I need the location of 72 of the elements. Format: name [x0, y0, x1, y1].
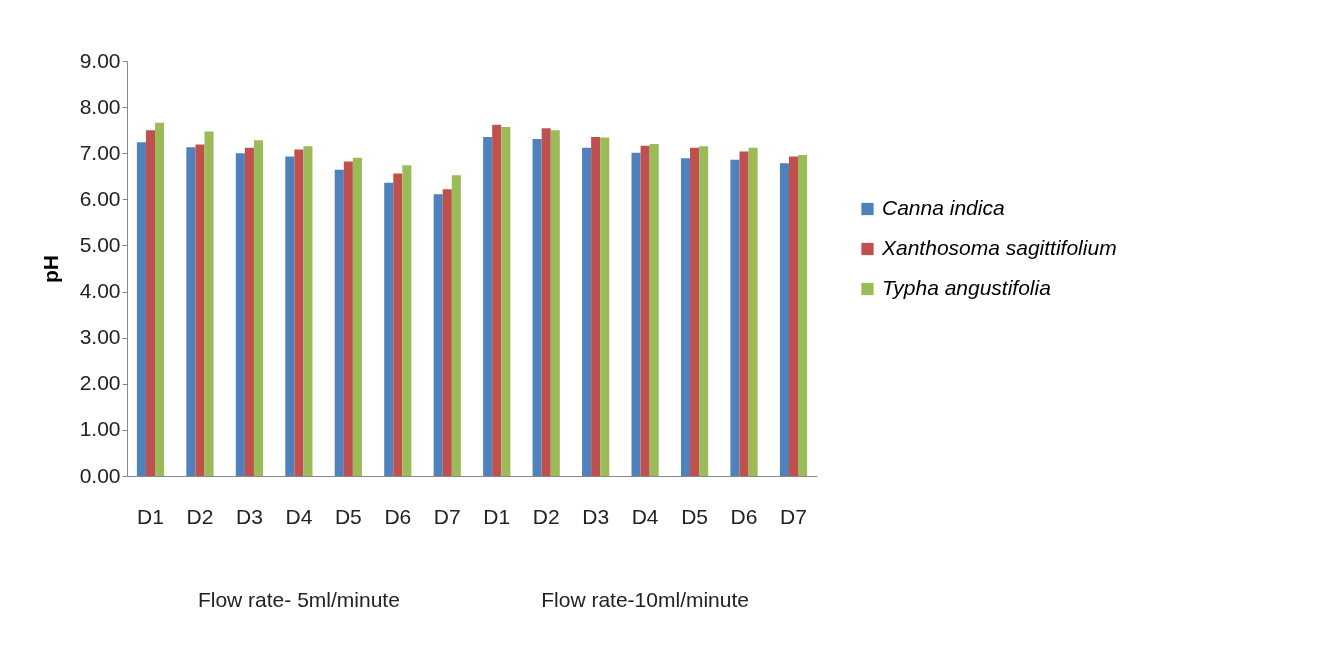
y-tick-label: 8.00 — [79, 94, 121, 118]
bar — [649, 144, 659, 476]
y-tick-label: 5.00 — [79, 232, 121, 256]
x-tick-label: D2 — [532, 504, 560, 528]
bar — [442, 189, 452, 476]
x-tick-label: D7 — [433, 504, 461, 528]
text: Flow rate-10ml/minute — [541, 588, 749, 611]
bar — [739, 151, 749, 476]
x-tick-label: D1 — [483, 504, 511, 528]
bar — [699, 146, 709, 476]
bar — [136, 142, 146, 476]
y-tick-label: 6.00 — [79, 186, 121, 210]
bar — [501, 126, 511, 476]
bar — [483, 137, 493, 476]
bar — [145, 130, 156, 476]
bar — [492, 124, 502, 476]
x-tick-label: D6 — [384, 504, 412, 528]
bar — [334, 169, 344, 476]
y-tick-label: 1.00 — [79, 417, 121, 441]
x-tick-label: D4 — [631, 504, 659, 528]
y-tick-label: 0.00 — [79, 463, 121, 487]
y-tick-label: 4.00 — [79, 279, 121, 303]
bar — [690, 147, 700, 476]
bar — [680, 158, 691, 476]
bar — [532, 138, 542, 476]
bar — [582, 147, 592, 476]
x-tick-label: D6 — [730, 504, 758, 528]
legend-label: Xanthosoma sagittifolium — [881, 236, 1117, 259]
bar — [402, 165, 412, 476]
legend-label: Canna indica — [882, 196, 1005, 219]
bar — [352, 157, 362, 476]
bar — [393, 173, 403, 476]
y-tick-label: 7.00 — [79, 140, 121, 164]
bar — [541, 128, 551, 476]
x-tick-label: D7 — [780, 504, 807, 528]
bar — [631, 152, 641, 476]
bar — [235, 153, 245, 476]
bar — [798, 155, 808, 476]
bar — [294, 149, 304, 476]
bar — [591, 137, 601, 476]
x-tick-label: D3 — [235, 504, 263, 528]
legend-label: Typha angustifolia — [882, 276, 1051, 299]
bar — [285, 156, 295, 476]
x-tick-label: D3 — [582, 504, 610, 528]
bar — [730, 159, 740, 476]
bar — [451, 175, 461, 476]
bar — [186, 147, 196, 476]
y-tick-label: 2.00 — [79, 371, 121, 395]
x-tick-label: D4 — [285, 504, 313, 528]
bar — [204, 131, 214, 476]
x-tick-label: D5 — [681, 504, 709, 528]
x-tick-label: D5 — [334, 504, 362, 528]
bar — [600, 137, 610, 476]
bar — [433, 194, 443, 476]
bar — [195, 144, 205, 476]
text: Flow rate- 5ml/minute — [197, 588, 400, 611]
bar — [640, 145, 650, 476]
y-tick-label: 3.00 — [79, 325, 121, 349]
y-tick-label: 9.00 — [79, 48, 121, 72]
bar — [155, 122, 165, 476]
bar — [779, 163, 789, 476]
bar — [244, 147, 254, 476]
bar — [748, 147, 758, 476]
bar — [253, 140, 264, 476]
bar — [384, 182, 394, 476]
x-tick-label: D1 — [137, 504, 164, 528]
bar — [303, 146, 313, 476]
x-tick-label: D2 — [186, 504, 214, 528]
bar — [343, 161, 353, 476]
bar — [550, 130, 560, 476]
bar — [788, 156, 799, 476]
y-axis-title: pH — [38, 255, 62, 283]
